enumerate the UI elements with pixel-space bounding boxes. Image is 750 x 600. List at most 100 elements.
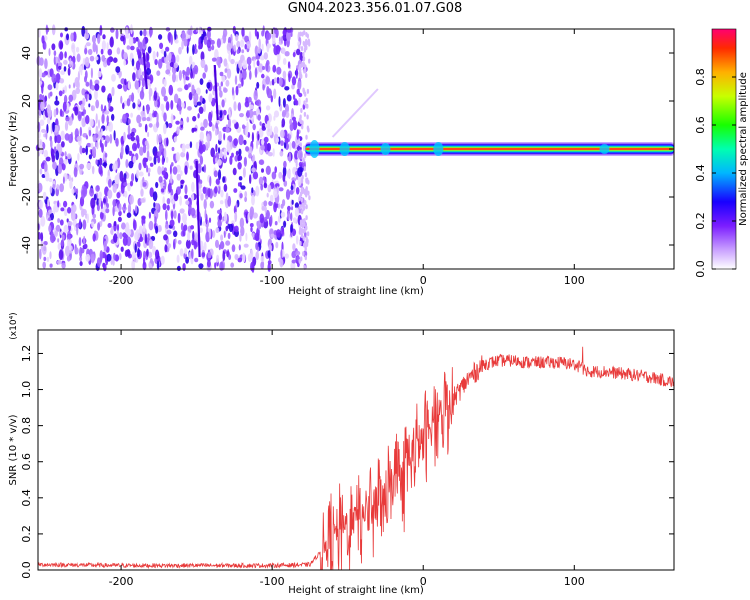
noise-speckle — [52, 121, 55, 133]
spectrogram-y-label: Frequency (Hz) — [8, 111, 19, 187]
noise-speckle — [228, 254, 232, 260]
noise-speckle — [244, 35, 250, 43]
noise-speckle — [300, 197, 303, 203]
noise-speckle — [46, 256, 50, 263]
noise-speckle — [39, 168, 43, 175]
noise-speckle — [243, 156, 247, 167]
noise-speckle — [110, 27, 115, 33]
noise-speckle — [116, 47, 121, 55]
noise-speckle — [256, 220, 262, 230]
noise-speckle — [117, 216, 122, 222]
noise-speckle — [244, 196, 248, 203]
noise-speckle — [228, 118, 231, 129]
noise-speckle — [38, 109, 42, 116]
noise-speckle — [178, 70, 182, 81]
noise-speckle — [146, 53, 150, 62]
noise-speckle — [101, 40, 106, 51]
noise-speckle — [154, 59, 158, 66]
noise-speckle — [156, 112, 159, 122]
noise-speckle — [273, 88, 277, 100]
noise-speckle — [81, 147, 86, 154]
noise-speckle — [248, 104, 254, 110]
noise-speckle — [163, 147, 167, 159]
noise-speckle — [161, 188, 165, 193]
noise-speckle — [136, 114, 142, 124]
noise-speckle — [179, 208, 185, 214]
noise-speckle — [73, 167, 78, 178]
noise-speckle — [267, 152, 273, 157]
noise-speckle — [148, 239, 154, 250]
noise-speckle — [270, 95, 273, 103]
noise-speckle — [302, 52, 305, 57]
noise-speckle — [79, 261, 83, 267]
noise-speckle — [180, 170, 183, 176]
noise-speckle — [147, 172, 151, 177]
noise-speckle — [163, 95, 168, 102]
noise-speckle — [276, 185, 279, 195]
noise-speckle — [293, 168, 297, 179]
noise-speckle — [69, 57, 72, 68]
noise-speckle — [120, 35, 125, 42]
noise-speckle — [246, 56, 252, 65]
noise-speckle — [263, 182, 268, 189]
noise-speckle — [144, 140, 149, 146]
noise-speckle — [267, 184, 272, 193]
noise-speckle — [303, 100, 306, 106]
noise-speckle — [168, 122, 173, 129]
noise-speckle — [177, 240, 182, 245]
noise-speckle — [237, 83, 242, 89]
noise-speckle — [232, 167, 237, 176]
noise-speckle — [292, 217, 297, 224]
noise-speckle — [298, 44, 301, 50]
noise-speckle — [179, 248, 184, 257]
noise-speckle — [184, 165, 188, 175]
noise-speckle — [146, 30, 149, 37]
noise-speckle — [195, 141, 199, 150]
noise-speckle — [167, 182, 172, 193]
noise-speckle — [251, 132, 254, 143]
noise-speckle — [111, 113, 115, 121]
noise-speckle — [61, 141, 65, 148]
noise-speckle — [75, 188, 79, 195]
noise-speckle — [112, 163, 117, 172]
noise-speckle — [38, 200, 44, 209]
noise-speckle — [208, 93, 213, 103]
noise-speckle — [79, 145, 83, 155]
noise-speckle — [92, 134, 97, 143]
noise-speckle — [142, 181, 147, 187]
noise-speckle — [53, 109, 57, 118]
noise-speckle — [296, 48, 301, 56]
noise-speckle — [124, 226, 128, 233]
noise-speckle — [215, 178, 220, 185]
noise-speckle — [234, 211, 238, 222]
noise-speckle — [301, 124, 304, 130]
noise-speckle — [244, 101, 250, 108]
noise-speckle — [221, 75, 226, 83]
noise-speckle — [189, 141, 193, 149]
noise-speckle — [217, 169, 222, 181]
noise-speckle — [111, 86, 115, 97]
noise-speckle — [237, 102, 242, 112]
noise-speckle — [252, 154, 256, 164]
noise-speckle — [107, 223, 112, 228]
noise-speckle — [91, 221, 95, 228]
noise-speckle — [165, 223, 169, 229]
noise-speckle — [292, 51, 296, 58]
noise-speckle — [132, 155, 137, 164]
noise-speckle — [251, 56, 256, 62]
noise-speckle — [226, 140, 230, 149]
noise-speckle — [98, 119, 100, 129]
noise-speckle — [249, 70, 252, 80]
noise-speckle — [111, 74, 116, 82]
noise-speckle — [145, 68, 152, 75]
noise-speckle — [268, 200, 273, 206]
noise-speckle — [231, 152, 234, 158]
noise-speckle — [282, 70, 287, 80]
noise-speckle — [283, 160, 287, 168]
noise-speckle — [94, 79, 100, 86]
noise-speckle — [263, 136, 269, 143]
noise-speckle — [251, 167, 256, 173]
noise-speckle — [199, 227, 203, 233]
noise-speckle — [291, 76, 297, 86]
noise-speckle — [91, 35, 97, 44]
